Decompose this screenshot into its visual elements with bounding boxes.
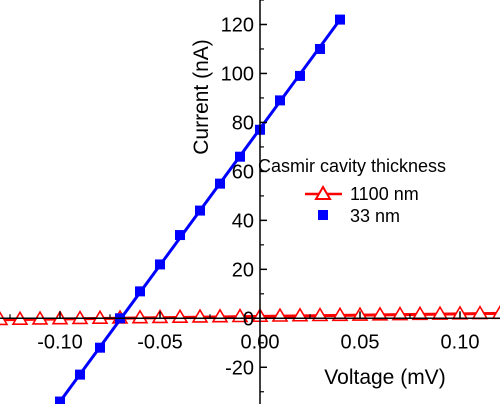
- x-axis-title: Voltage (mV): [324, 366, 445, 389]
- data-point: [91, 309, 109, 325]
- y-tick-label: 60: [232, 161, 254, 183]
- y-tick-label: 0: [243, 308, 254, 330]
- x-tick-label: -0.05: [137, 331, 183, 353]
- data-point: [331, 306, 349, 322]
- data-point: [155, 259, 165, 270]
- legend-marker-1100nm: [314, 185, 332, 200]
- data-point: [295, 70, 305, 81]
- data-point: [391, 306, 409, 321]
- y-tick-label: 40: [232, 210, 254, 232]
- data-point: [171, 308, 189, 324]
- data-point: [135, 286, 145, 297]
- data-point: [235, 151, 245, 162]
- data-point: [175, 230, 185, 241]
- y-tick-label: 100: [221, 63, 254, 85]
- x-ticks: -0.10 -0.05 0.00 0.05 0.10: [9, 311, 480, 353]
- legend: Casmir cavity thickness 1100 nm 33 nm: [258, 156, 446, 226]
- data-point: [55, 396, 65, 404]
- data-point: [75, 369, 85, 380]
- y-tick-label: 20: [232, 259, 254, 281]
- data-point: [71, 309, 89, 325]
- x-tick-label: 0.10: [441, 331, 480, 353]
- data-point: [311, 307, 329, 322]
- x-tick-label: 0.05: [341, 331, 380, 353]
- data-point: [215, 178, 225, 189]
- data-point: [275, 95, 285, 106]
- legend-title: Casmir cavity thickness: [258, 156, 446, 176]
- data-point: [335, 14, 345, 25]
- x-tick-label: -0.10: [37, 331, 83, 353]
- data-point: [95, 342, 105, 353]
- data-point: [411, 305, 429, 321]
- y-tick-label: 120: [221, 14, 254, 36]
- data-point: [371, 306, 389, 321]
- legend-marker-33nm: [318, 210, 328, 220]
- y-axis-title: Current (nA): [190, 39, 213, 155]
- legend-label-1100nm: 1100 nm: [350, 184, 419, 204]
- data-point: [315, 43, 325, 54]
- data-point: [195, 205, 205, 216]
- data-point: [491, 304, 500, 320]
- legend-label-33nm: 33 nm: [350, 206, 400, 226]
- data-point: [131, 309, 149, 324]
- y-tick-label: -20: [225, 357, 254, 379]
- y-tick-label: 80: [232, 112, 254, 134]
- y-ticks: -20 0 20 40 60 80 100 120: [221, 0, 267, 393]
